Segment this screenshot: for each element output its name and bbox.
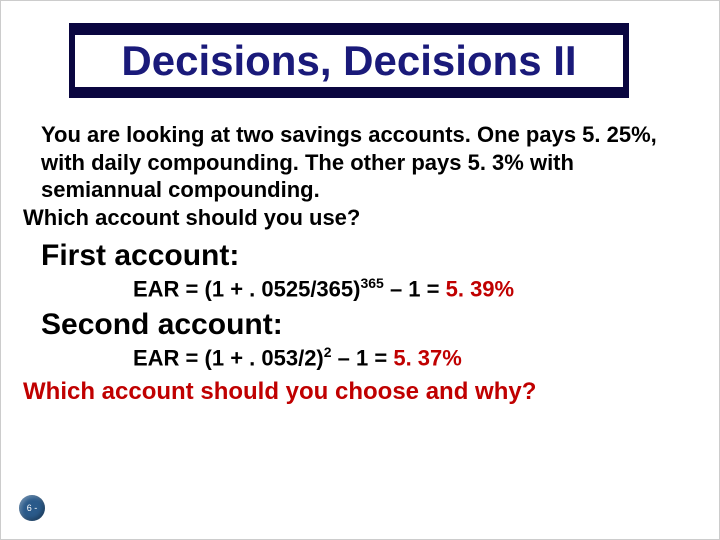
first-ear-exponent: 365	[360, 275, 383, 291]
first-account-label: First account:	[41, 239, 697, 273]
first-ear-result: 5. 39%	[446, 276, 515, 301]
second-ear-prefix: EAR = (1 + . 053/2)	[133, 346, 324, 371]
first-ear-prefix: EAR = (1 + . 0525/365)	[133, 276, 360, 301]
problem-line-1: You are looking at two savings accounts.…	[41, 121, 697, 204]
content-area: You are looking at two savings accounts.…	[23, 121, 697, 406]
slide-title: Decisions, Decisions II	[75, 35, 623, 87]
title-box: Decisions, Decisions II	[69, 23, 629, 98]
problem-line-2: Which account should you use?	[23, 205, 360, 230]
second-ear-result: 5. 37%	[393, 346, 462, 371]
second-account-label: Second account:	[41, 308, 697, 342]
final-question: Which account should you choose and why?	[23, 378, 697, 406]
second-ear-mid: – 1 =	[332, 346, 394, 371]
second-ear-formula: EAR = (1 + . 053/2)2 – 1 = 5. 37%	[133, 344, 697, 371]
page-number: 6 -	[27, 503, 38, 513]
first-ear-formula: EAR = (1 + . 0525/365)365 – 1 = 5. 39%	[133, 275, 697, 302]
second-ear-exponent: 2	[324, 344, 332, 360]
first-ear-mid: – 1 =	[384, 276, 446, 301]
problem-statement: You are looking at two savings accounts.…	[23, 121, 697, 231]
page-number-badge: 6 -	[19, 495, 45, 521]
